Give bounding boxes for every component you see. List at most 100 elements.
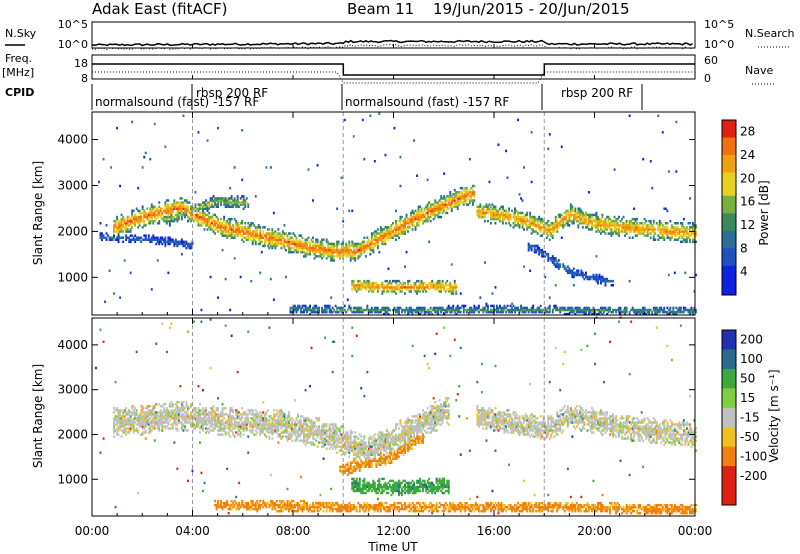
power-cell [319, 244, 322, 248]
power-cell [309, 304, 311, 308]
power-cell [352, 310, 355, 314]
power-cell [467, 203, 470, 206]
power-cell [553, 226, 556, 229]
power-cell [575, 219, 578, 223]
power-cell [367, 246, 370, 250]
vel-cell [193, 425, 195, 428]
power-cell [535, 248, 538, 252]
power-cell [328, 255, 331, 258]
power-cell [692, 312, 694, 316]
power-cell [164, 201, 167, 204]
vel-cell [149, 411, 152, 414]
power-cell [566, 209, 569, 213]
power-cell [295, 244, 298, 248]
power-cell [533, 248, 536, 252]
power-cell [244, 205, 247, 208]
power-cell [517, 118, 519, 122]
vel-cell [233, 505, 236, 509]
power-cell [411, 219, 414, 223]
vel-cell [140, 411, 143, 414]
power-cell [464, 188, 467, 192]
power-cell [610, 224, 613, 227]
power-cell [619, 224, 622, 227]
vel-cell [211, 407, 213, 410]
power-cell [116, 238, 118, 241]
power-cell [331, 250, 334, 254]
power-cell [625, 228, 628, 231]
power-cell [241, 228, 244, 231]
power-cell [585, 217, 587, 221]
power-cell [283, 242, 286, 246]
power-cell [203, 222, 206, 225]
power-cell [521, 222, 524, 225]
power-cell [580, 271, 583, 275]
power-cell [340, 310, 343, 314]
power-cell [440, 281, 443, 285]
power-cell [594, 224, 596, 227]
power-cell [393, 234, 396, 237]
power-cell [679, 308, 682, 312]
power-cell [158, 219, 161, 223]
power-cell [447, 308, 450, 312]
power-cell [408, 279, 411, 283]
power-cell [322, 248, 325, 252]
power-cell [548, 133, 551, 136]
power-cell [310, 240, 313, 244]
power-cell [117, 232, 120, 235]
power-cell [569, 306, 572, 310]
power-cell [336, 253, 339, 256]
power-cell [164, 203, 167, 206]
power-cell [232, 226, 235, 229]
power-cell [658, 226, 661, 229]
power-cell [404, 292, 406, 295]
power-cell [690, 308, 693, 312]
vel-cell [238, 421, 241, 424]
power-cell [297, 240, 299, 244]
power-cell [578, 310, 581, 314]
power-cell [182, 207, 185, 210]
power-cell [426, 178, 429, 182]
power-cell [363, 244, 366, 248]
power-cell [636, 217, 639, 221]
vel-cell [143, 419, 146, 422]
power-cell [428, 215, 431, 219]
power-cell [197, 219, 200, 223]
power-cell [589, 275, 592, 279]
power-cell [408, 306, 411, 310]
vel-cell [116, 431, 118, 434]
vel-cell [171, 405, 174, 408]
power-cell [105, 232, 108, 235]
power-cell [551, 226, 554, 229]
vel-cell [117, 417, 120, 420]
power-cell [373, 236, 376, 239]
power-cell [491, 215, 494, 219]
power-cell [376, 232, 379, 235]
power-cell [203, 205, 206, 208]
vel-cell [259, 503, 262, 507]
power-cell [147, 236, 150, 239]
power-cell [221, 226, 224, 229]
power-cell [370, 246, 373, 250]
vel-cell [182, 405, 185, 408]
power-cell [663, 306, 666, 310]
power-cell [550, 224, 553, 227]
power-cell [351, 244, 354, 248]
power-cell [539, 304, 542, 308]
power-cell [487, 207, 489, 210]
power-cell [502, 306, 504, 310]
power-cell [312, 306, 314, 310]
vel-cell [171, 415, 174, 418]
power-cell [431, 312, 434, 316]
power-cell [223, 230, 226, 233]
power-cell [184, 215, 186, 219]
power-cell [408, 224, 411, 227]
power-cell [176, 209, 179, 213]
power-cell [438, 203, 441, 206]
power-cell [373, 286, 376, 289]
power-cell [496, 304, 498, 308]
power-cell [241, 201, 244, 204]
power-cell [381, 290, 384, 293]
power-cell [447, 207, 450, 210]
power-cell [497, 215, 500, 219]
power-cell [250, 234, 253, 237]
